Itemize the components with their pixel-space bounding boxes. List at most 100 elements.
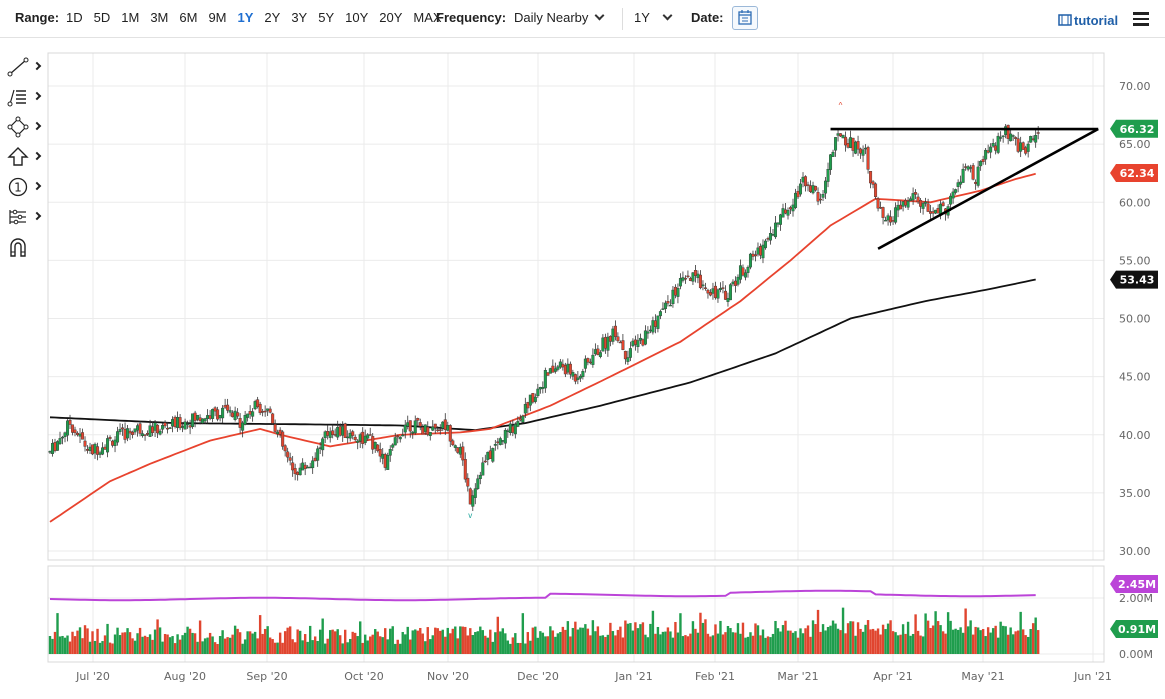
candle-body — [496, 441, 500, 444]
candle-body — [256, 399, 260, 407]
candle-body — [581, 371, 585, 377]
volume-bar — [616, 629, 620, 654]
volume-bar — [449, 633, 452, 654]
candle-body — [641, 339, 645, 346]
candle-body — [951, 191, 955, 199]
volume-bar — [676, 632, 680, 654]
volume-bar — [549, 626, 552, 654]
range-5d[interactable]: 5D — [93, 10, 111, 25]
candle-body — [896, 204, 900, 211]
volume-badge: 0.91M — [1110, 620, 1158, 638]
candle-body — [363, 435, 367, 443]
volume-bar — [779, 631, 782, 654]
candle-body — [488, 450, 492, 459]
candle-body — [643, 330, 647, 345]
volume-bar — [53, 631, 57, 654]
range-3y[interactable]: 3Y — [291, 10, 308, 25]
menu-icon[interactable] — [1133, 12, 1149, 26]
candle-body — [48, 451, 52, 453]
volume-bar — [591, 620, 595, 654]
volume-bar — [63, 637, 67, 654]
candle-body — [588, 361, 592, 364]
range-1m[interactable]: 1M — [121, 10, 140, 25]
volume-bar — [273, 642, 277, 654]
volume-bar — [101, 641, 104, 654]
candle-body — [668, 304, 672, 307]
candle-body — [108, 436, 112, 439]
candle-body — [143, 434, 147, 436]
volume-bar — [766, 636, 770, 654]
candle-body — [401, 434, 405, 437]
volume-bar — [374, 629, 377, 654]
candle-body — [571, 372, 575, 377]
candle-body — [131, 431, 135, 435]
candle-body — [691, 272, 695, 282]
volume-bar — [364, 634, 367, 654]
range-max[interactable]: MAX — [413, 10, 442, 25]
calendar-button[interactable] — [732, 6, 758, 30]
candle-body — [716, 289, 720, 299]
volume-bar — [291, 639, 294, 654]
magnet-tool-button[interactable] — [0, 232, 46, 262]
frequency-dropdown[interactable]: Daily Nearby — [514, 10, 605, 25]
candle-body — [583, 358, 587, 369]
candle-body — [393, 437, 397, 446]
volume-bar — [323, 643, 327, 654]
range-10y[interactable]: 10Y — [345, 10, 369, 25]
range-6m[interactable]: 6M — [179, 10, 198, 25]
volume-bar — [929, 627, 932, 654]
range-9m[interactable]: 9M — [208, 10, 227, 25]
candle-body — [308, 466, 312, 469]
range-2y[interactable]: 2Y — [264, 10, 281, 25]
volume-bar — [168, 637, 172, 654]
volume-bar — [969, 620, 972, 654]
price-axis: 70.00 65.00 60.00 55.00 50.00 45.00 40.00 35.00… — [1119, 80, 1151, 558]
volume-bar — [976, 627, 980, 654]
candle-body — [658, 311, 662, 317]
candle-body — [756, 247, 760, 255]
volume-bar — [171, 636, 174, 654]
volume-bar — [424, 641, 427, 654]
candle-body — [666, 301, 670, 304]
period-dropdown[interactable]: 1Y — [634, 10, 673, 25]
candle-body — [61, 436, 65, 439]
volume-bar — [781, 625, 785, 654]
volume-bar — [619, 626, 622, 654]
candle-body — [466, 477, 470, 487]
candle-body — [773, 222, 777, 238]
fibonacci-tool-button[interactable] — [0, 82, 46, 112]
line-tool-button[interactable] — [0, 52, 46, 82]
volume-bar — [951, 629, 955, 654]
volume-bar — [336, 629, 339, 654]
range-selector: 1D 5D 1M 3M 6M 9M 1Y 2Y 3Y 5Y 10Y 20Y MAX — [66, 10, 453, 25]
range-3m[interactable]: 3M — [150, 10, 169, 25]
volume-bar — [924, 613, 927, 654]
tutorial-link[interactable]: tutorial — [1058, 13, 1118, 28]
candle-body — [403, 424, 407, 433]
shape-tool-button[interactable] — [0, 112, 46, 142]
candle-body — [871, 181, 875, 185]
volume-bar — [856, 622, 860, 654]
range-5y[interactable]: 5Y — [318, 10, 335, 25]
measure-tool-button[interactable] — [0, 202, 46, 232]
range-20y[interactable]: 20Y — [379, 10, 403, 25]
candle-body — [683, 278, 687, 280]
candle-body — [521, 415, 525, 423]
volume-bar — [719, 620, 722, 654]
volume-bar — [571, 627, 575, 654]
arrow-tool-button[interactable] — [0, 142, 46, 172]
volume-bar — [359, 621, 362, 654]
candle-body — [203, 418, 207, 422]
candle-body — [954, 189, 958, 193]
annotation-tool-button[interactable]: 1 — [0, 172, 46, 202]
range-1d[interactable]: 1D — [66, 10, 83, 25]
volume-bar — [1001, 625, 1005, 654]
volume-bar — [534, 626, 537, 654]
range-1y[interactable]: 1Y — [237, 10, 254, 25]
candle-body — [748, 253, 752, 268]
volume-bar — [666, 627, 670, 654]
volume-bar — [659, 634, 662, 654]
volume-bar — [396, 639, 399, 654]
volume-bar — [328, 630, 332, 654]
